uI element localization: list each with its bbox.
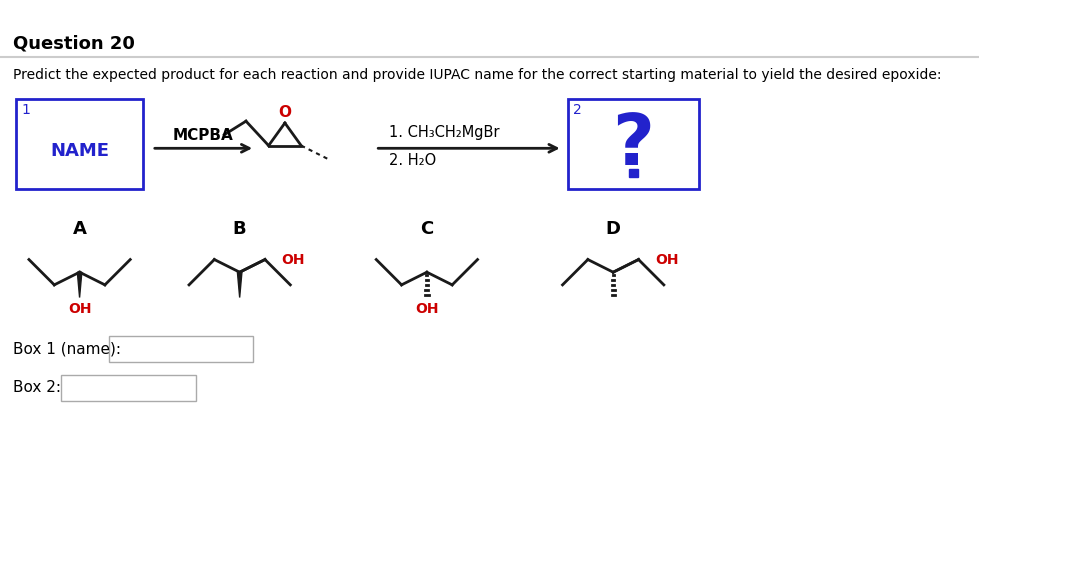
Text: OH: OH (68, 302, 91, 316)
Text: 1: 1 (22, 103, 30, 117)
Text: 1. CH₃CH₂MgBr: 1. CH₃CH₂MgBr (388, 124, 500, 139)
Polygon shape (237, 272, 242, 298)
Text: OH: OH (415, 302, 438, 316)
Bar (108, 336, 253, 362)
Text: 2: 2 (573, 103, 582, 117)
Text: Box 1 (name):: Box 1 (name): (13, 342, 121, 356)
Text: Question 20: Question 20 (13, 35, 134, 52)
Text: Predict the expected product for each reaction and provide IUPAC name for the co: Predict the expected product for each re… (13, 68, 941, 82)
Polygon shape (77, 272, 82, 298)
Bar (568, 98, 699, 189)
Bar (16, 98, 143, 189)
Text: D: D (606, 220, 621, 238)
Text: O: O (278, 105, 291, 120)
Text: 2. H₂O: 2. H₂O (388, 154, 436, 168)
Text: MCPBA: MCPBA (173, 128, 234, 143)
Text: OH: OH (655, 253, 678, 267)
Bar (630, 169, 637, 177)
Text: B: B (233, 220, 247, 238)
Text: Box 2:: Box 2: (13, 380, 61, 396)
Text: OH: OH (281, 253, 305, 267)
Text: NAME: NAME (50, 142, 109, 160)
Text: A: A (72, 220, 87, 238)
Text: ?: ? (612, 111, 655, 180)
Bar (61, 375, 196, 401)
Text: C: C (420, 220, 434, 238)
